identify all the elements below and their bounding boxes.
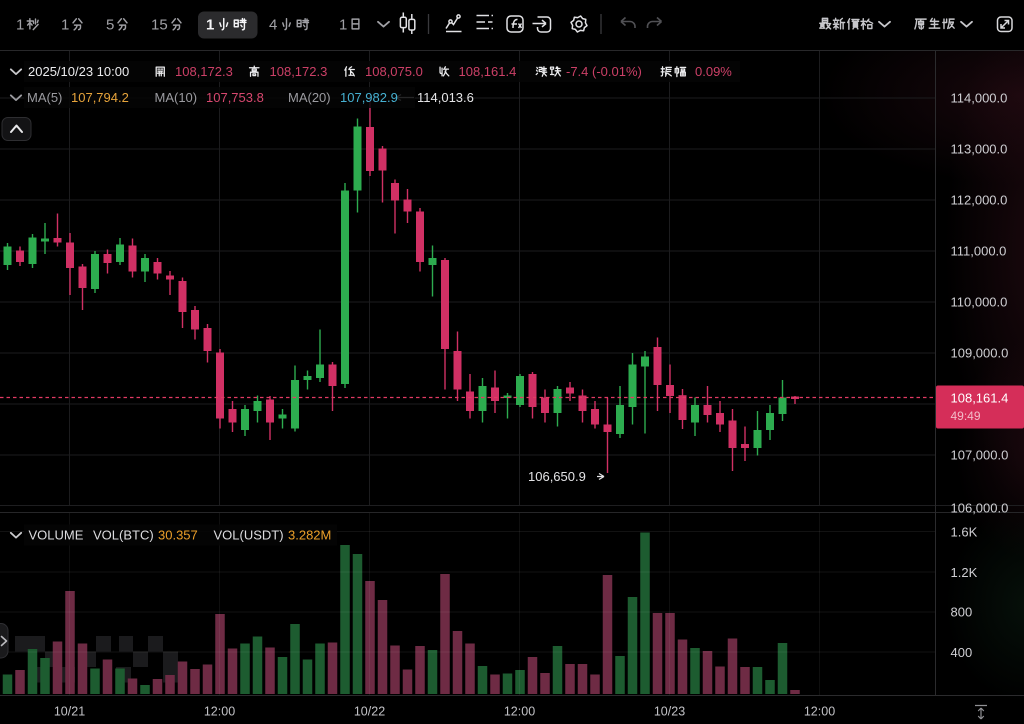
svg-text:15: 15 — [151, 16, 168, 33]
svg-text:10/22: 10/22 — [354, 705, 385, 719]
svg-text:5: 5 — [106, 16, 114, 33]
svg-text:12:00: 12:00 — [504, 705, 535, 719]
svg-text:1: 1 — [339, 16, 347, 33]
svg-text:MA(10): MA(10) — [155, 90, 198, 105]
svg-text:-7.4 (-0.01%): -7.4 (-0.01%) — [566, 64, 642, 79]
svg-text:0.09%: 0.09% — [695, 64, 732, 79]
svg-text:49:49: 49:49 — [951, 409, 981, 423]
svg-text:107,753.8: 107,753.8 — [206, 90, 264, 105]
svg-text:12:00: 12:00 — [804, 705, 835, 719]
svg-text:114,000.0: 114,000.0 — [951, 91, 1008, 106]
svg-text:107,000.0: 107,000.0 — [951, 448, 1009, 463]
svg-text:VOLUME: VOLUME — [29, 528, 84, 543]
svg-text:109,000.0: 109,000.0 — [951, 346, 1009, 361]
svg-text:4: 4 — [269, 16, 277, 33]
svg-text:1: 1 — [16, 16, 24, 33]
svg-text:1.6K: 1.6K — [951, 525, 978, 540]
svg-text:1: 1 — [206, 16, 214, 33]
svg-text:400: 400 — [951, 645, 973, 660]
svg-text:108,172.3: 108,172.3 — [175, 64, 233, 79]
svg-text:10/23: 10/23 — [654, 705, 685, 719]
svg-text:30.357: 30.357 — [158, 528, 198, 543]
svg-text:10/21: 10/21 — [54, 705, 85, 719]
svg-text:113,000.0: 113,000.0 — [951, 142, 1008, 157]
svg-text:12:00: 12:00 — [204, 705, 235, 719]
svg-text:VOL(BTC): VOL(BTC) — [93, 528, 154, 543]
svg-text:MA(20): MA(20) — [288, 90, 331, 105]
svg-text:106,000.0: 106,000.0 — [951, 501, 1009, 516]
svg-text:VOL(USDT): VOL(USDT) — [214, 528, 284, 543]
svg-text:107,982.9: 107,982.9 — [340, 90, 398, 105]
svg-text:108,161.4: 108,161.4 — [459, 64, 517, 79]
svg-text:110,000.0: 110,000.0 — [951, 295, 1008, 310]
svg-text:3.282M: 3.282M — [288, 528, 331, 543]
svg-text:112,000.0: 112,000.0 — [951, 193, 1008, 208]
svg-text:108,075.0: 108,075.0 — [365, 64, 423, 79]
svg-text:2025/10/23 10:00: 2025/10/23 10:00 — [28, 64, 129, 79]
svg-text:107,794.2: 107,794.2 — [71, 90, 129, 105]
svg-text:108,172.3: 108,172.3 — [270, 64, 328, 79]
svg-text:114,013.6: 114,013.6 — [417, 90, 474, 105]
svg-text:108,161.4: 108,161.4 — [951, 391, 1009, 406]
svg-text:1.2K: 1.2K — [951, 565, 978, 580]
svg-text:111,000.0: 111,000.0 — [951, 244, 1007, 259]
svg-text:106,650.9: 106,650.9 — [528, 469, 586, 484]
svg-text:800: 800 — [951, 605, 973, 620]
svg-text:1: 1 — [61, 16, 69, 33]
svg-text:MA(5): MA(5) — [27, 90, 62, 105]
